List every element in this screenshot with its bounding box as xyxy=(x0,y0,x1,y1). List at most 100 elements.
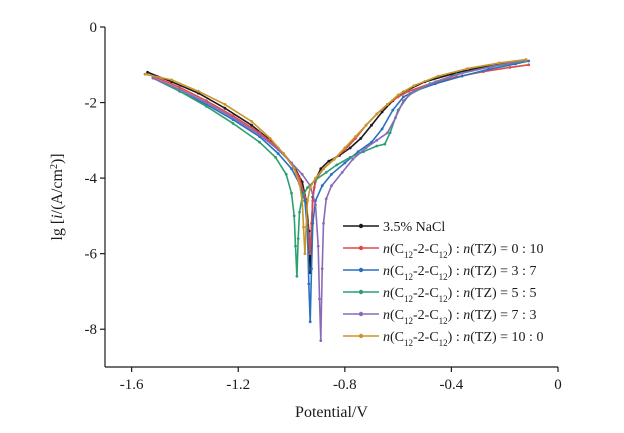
data-point xyxy=(320,267,324,271)
data-point xyxy=(314,203,317,207)
data-point xyxy=(318,297,321,301)
data-point xyxy=(383,142,387,146)
legend-swatch-marker xyxy=(358,245,364,251)
data-point xyxy=(354,135,357,139)
data-point xyxy=(223,106,227,110)
data-point xyxy=(298,176,301,180)
data-point xyxy=(330,184,333,188)
data-point xyxy=(258,133,261,137)
data-point xyxy=(308,186,312,190)
y-axis-title: lg [i/(A/cm2)] xyxy=(49,153,67,240)
legend: 3.5% NaCl n(C12-2-C12) : n(TZ) = 0 : 10 n(… xyxy=(343,220,543,348)
data-point xyxy=(314,176,317,180)
data-point xyxy=(292,214,296,218)
y-axis-title-rest: /(A/cm xyxy=(49,169,66,215)
legend-swatch-marker xyxy=(358,289,364,295)
data-point xyxy=(412,89,416,93)
x-tick-label: -1.6 xyxy=(120,377,144,393)
x-tick-label: -0.4 xyxy=(440,377,464,393)
legend-swatch-marker xyxy=(358,311,364,317)
data-point xyxy=(356,150,360,154)
y-axis-title-prefix: lg [ xyxy=(49,219,66,241)
data-point xyxy=(319,339,323,342)
data-point xyxy=(332,157,336,161)
data-point xyxy=(324,171,328,174)
data-point xyxy=(351,157,355,161)
data-point xyxy=(231,116,235,120)
x-tick-label: 0 xyxy=(554,377,562,393)
data-point xyxy=(320,184,324,188)
data-point xyxy=(231,121,235,125)
data-point xyxy=(460,71,464,75)
y-tick-label: -4 xyxy=(85,171,98,187)
plot-area xyxy=(143,58,531,342)
y-tick-label: -6 xyxy=(85,247,98,263)
y-tick-label: -8 xyxy=(85,322,98,338)
legend-label: n(C12-2-C12) : n(TZ) = 7 : 3 xyxy=(383,308,536,326)
legend-item: n(C12-2-C12) : n(TZ) = 7 : 3 xyxy=(343,308,536,326)
data-point xyxy=(436,74,440,78)
data-point xyxy=(250,120,254,123)
data-point xyxy=(388,131,392,135)
data-point xyxy=(375,112,379,116)
data-point xyxy=(330,172,333,176)
legend-label: n(C12-2-C12) : n(TZ) = 0 : 10 xyxy=(383,242,543,260)
legend-swatch-marker xyxy=(358,223,364,229)
data-point xyxy=(508,66,512,69)
y-tick-label: -2 xyxy=(85,96,98,112)
data-point xyxy=(146,70,150,74)
data-point xyxy=(310,267,313,271)
data-point xyxy=(498,61,501,65)
data-point xyxy=(196,89,200,93)
legend-item: n(C12-2-C12) : n(TZ) = 10 : 0 xyxy=(343,330,543,348)
y-axis-title-sup: 2 xyxy=(49,164,60,169)
data-point xyxy=(204,101,208,104)
data-point xyxy=(296,237,300,241)
data-point xyxy=(407,89,411,93)
legend-label: n(C12-2-C12) : n(TZ) = 5 : 5 xyxy=(383,286,536,304)
data-point xyxy=(282,152,285,156)
data-point xyxy=(460,74,464,78)
data-point xyxy=(307,282,311,286)
legend-label: n(C12-2-C12) : n(TZ) = 3 : 7 xyxy=(383,264,536,282)
y-tick-label: 0 xyxy=(90,20,98,36)
data-point xyxy=(312,186,316,190)
data-point xyxy=(290,167,293,171)
data-point xyxy=(268,137,272,140)
data-point xyxy=(391,108,395,112)
legend-swatch-marker xyxy=(358,267,364,273)
data-point xyxy=(298,210,301,214)
data-point xyxy=(300,172,304,176)
data-point xyxy=(364,146,368,150)
legend-item: n(C12-2-C12) : n(TZ) = 5 : 5 xyxy=(343,286,536,304)
data-point xyxy=(302,225,305,229)
data-point xyxy=(306,199,309,203)
data-point xyxy=(466,67,469,70)
x-tick-label: -0.8 xyxy=(333,377,357,393)
data-point xyxy=(324,197,328,201)
data-point xyxy=(292,167,296,171)
data-point xyxy=(386,103,389,106)
data-point xyxy=(402,95,405,99)
y-ticks: 0 -2 -4 -6 -8 xyxy=(85,20,105,338)
legend-item: n(C12-2-C12) : n(TZ) = 3 : 7 xyxy=(343,264,536,282)
legend-swatch-marker xyxy=(358,333,364,339)
data-point xyxy=(303,252,307,256)
data-point xyxy=(311,222,315,225)
data-point xyxy=(348,146,352,150)
data-point xyxy=(327,159,331,163)
data-point xyxy=(396,93,400,97)
data-point xyxy=(319,167,323,171)
data-point xyxy=(258,140,261,144)
data-point xyxy=(527,63,531,67)
data-point xyxy=(492,64,496,68)
data-point xyxy=(370,123,373,127)
legend-item: 3.5% NaCl xyxy=(343,220,445,235)
data-point xyxy=(487,67,491,71)
data-point xyxy=(316,244,320,248)
data-point xyxy=(380,110,384,114)
data-point xyxy=(294,244,297,248)
data-point xyxy=(290,191,293,195)
data-point xyxy=(359,137,363,140)
